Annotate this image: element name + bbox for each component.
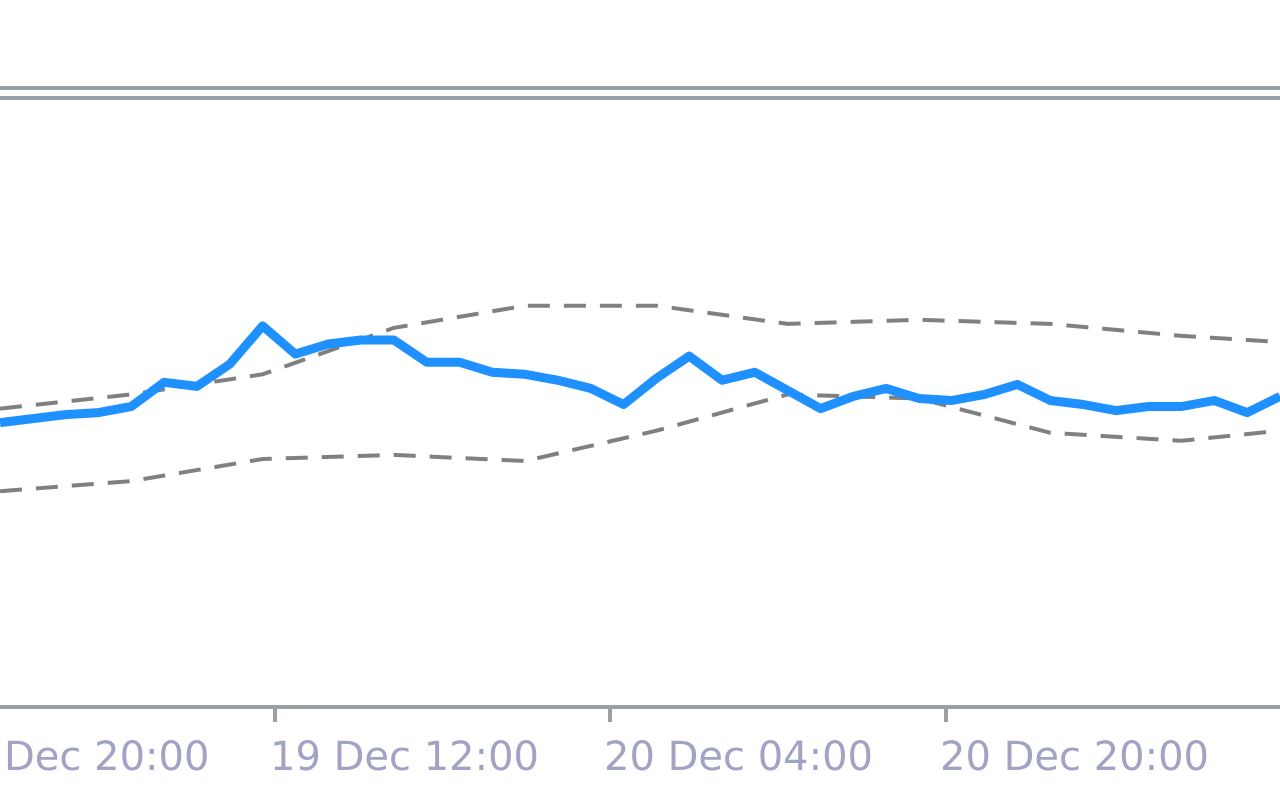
x-tick-label: 19 Dec 12:00 <box>270 734 539 780</box>
band-layer <box>0 303 1280 494</box>
x-tick-label: Dec 20:00 <box>4 734 209 780</box>
series-layer <box>0 321 1280 428</box>
main-series-line <box>0 321 1280 428</box>
x-axis-ticks: Dec 20:00 19 Dec 12:00 20 Dec 04:00 20 Dec … <box>4 707 1209 780</box>
upper-band-line <box>0 303 1280 411</box>
x-tick-label: 20 Dec 20:00 <box>940 734 1209 780</box>
lower-band-line <box>0 392 1280 494</box>
x-tick-label: 20 Dec 04:00 <box>604 734 873 780</box>
